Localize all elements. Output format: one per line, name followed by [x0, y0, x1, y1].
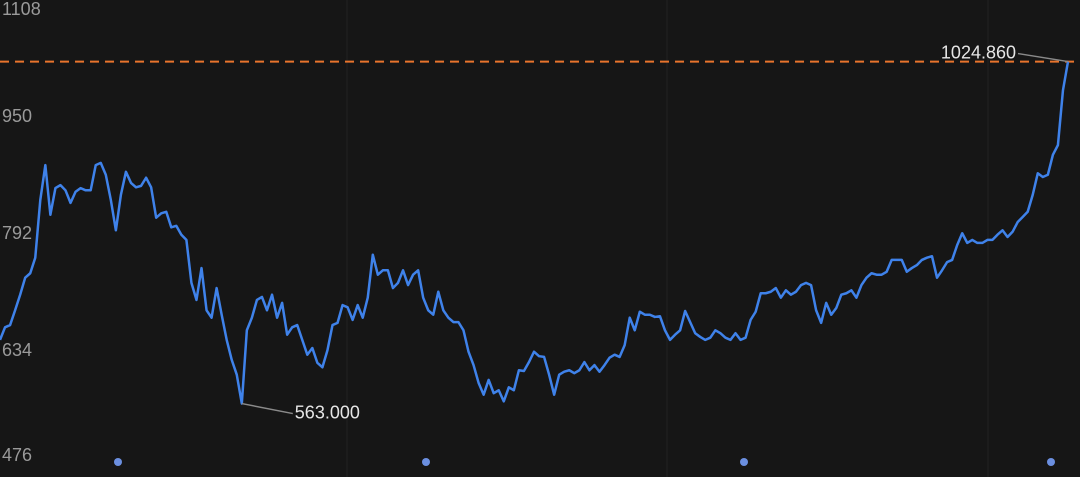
y-tick-label: 476 [2, 445, 32, 465]
point-label: 1024.860 [941, 42, 1016, 62]
x-marker-dot [422, 458, 430, 466]
price-line [0, 61, 1070, 405]
label-leader [1017, 52, 1069, 63]
y-tick-label: 1108 [2, 0, 41, 19]
label-leader [241, 402, 293, 415]
y-tick-label: 950 [2, 106, 32, 126]
point-label: 563.000 [295, 402, 360, 422]
x-marker-dot [1047, 458, 1055, 466]
x-marker-dot [740, 458, 748, 466]
y-tick-label: 792 [2, 223, 32, 243]
x-marker-dot [114, 458, 122, 466]
y-tick-label: 634 [2, 340, 32, 360]
